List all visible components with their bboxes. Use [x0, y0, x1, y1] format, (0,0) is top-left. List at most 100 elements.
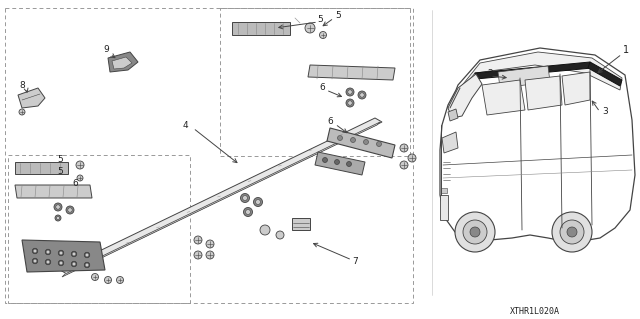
Circle shape — [319, 32, 326, 39]
Circle shape — [364, 139, 369, 145]
Polygon shape — [327, 128, 395, 158]
Circle shape — [92, 273, 99, 280]
Circle shape — [206, 251, 214, 259]
Circle shape — [84, 262, 90, 268]
Polygon shape — [448, 109, 458, 121]
Text: 5: 5 — [57, 155, 63, 165]
Circle shape — [455, 212, 495, 252]
Circle shape — [243, 196, 248, 200]
Circle shape — [60, 251, 63, 255]
Circle shape — [241, 194, 250, 203]
Polygon shape — [442, 132, 458, 153]
Circle shape — [346, 161, 351, 167]
Circle shape — [68, 208, 72, 212]
Polygon shape — [588, 62, 622, 86]
Circle shape — [45, 249, 51, 255]
Text: 5: 5 — [317, 16, 323, 25]
Circle shape — [33, 249, 36, 253]
Polygon shape — [448, 74, 482, 118]
Circle shape — [60, 262, 63, 264]
Polygon shape — [60, 118, 382, 274]
Circle shape — [104, 277, 111, 284]
Circle shape — [56, 205, 60, 209]
Circle shape — [346, 99, 354, 107]
Polygon shape — [232, 22, 290, 35]
Circle shape — [408, 154, 416, 162]
Polygon shape — [498, 66, 550, 88]
Circle shape — [66, 206, 74, 214]
Circle shape — [276, 231, 284, 239]
Circle shape — [56, 216, 60, 220]
Circle shape — [77, 175, 83, 181]
Text: 7: 7 — [352, 257, 358, 266]
Circle shape — [71, 261, 77, 267]
Circle shape — [45, 259, 51, 265]
Circle shape — [400, 144, 408, 152]
Circle shape — [54, 203, 62, 211]
Circle shape — [376, 142, 381, 146]
Text: 8: 8 — [19, 80, 25, 90]
Circle shape — [72, 253, 76, 256]
Bar — [440, 195, 448, 220]
Text: 6: 6 — [72, 179, 78, 188]
Circle shape — [335, 160, 339, 165]
Circle shape — [84, 252, 90, 258]
Polygon shape — [15, 162, 68, 174]
Circle shape — [32, 248, 38, 254]
Bar — [5, 8, 413, 303]
Circle shape — [351, 137, 355, 143]
Polygon shape — [315, 152, 365, 175]
Polygon shape — [15, 185, 92, 198]
Polygon shape — [22, 240, 105, 272]
Circle shape — [260, 225, 270, 235]
Circle shape — [348, 90, 352, 94]
Bar — [441, 188, 447, 193]
Circle shape — [47, 261, 49, 263]
Circle shape — [567, 227, 577, 237]
Text: 1: 1 — [623, 45, 629, 55]
Polygon shape — [18, 88, 45, 108]
Circle shape — [47, 250, 49, 254]
Text: 5: 5 — [57, 167, 63, 176]
Bar — [220, 8, 410, 156]
Circle shape — [255, 199, 260, 204]
Circle shape — [470, 227, 480, 237]
Circle shape — [253, 197, 262, 206]
Circle shape — [55, 215, 61, 221]
Text: 9: 9 — [103, 46, 109, 55]
Circle shape — [33, 259, 36, 263]
Polygon shape — [308, 65, 395, 80]
Polygon shape — [562, 72, 590, 105]
Circle shape — [206, 240, 214, 248]
Circle shape — [58, 260, 64, 266]
Circle shape — [194, 236, 202, 244]
Circle shape — [116, 277, 124, 284]
Circle shape — [346, 88, 354, 96]
Circle shape — [58, 250, 64, 256]
Circle shape — [348, 101, 352, 105]
Circle shape — [72, 263, 76, 265]
Circle shape — [358, 91, 366, 99]
Circle shape — [552, 212, 592, 252]
Circle shape — [71, 251, 77, 257]
Circle shape — [305, 23, 315, 33]
Text: 6: 6 — [319, 84, 325, 93]
Text: 4: 4 — [182, 121, 188, 130]
Circle shape — [32, 258, 38, 264]
Polygon shape — [112, 57, 132, 69]
Text: 2: 2 — [487, 69, 493, 78]
Circle shape — [194, 251, 202, 259]
Polygon shape — [108, 52, 138, 72]
Text: 6: 6 — [327, 117, 333, 127]
Circle shape — [360, 93, 364, 97]
Polygon shape — [482, 80, 525, 115]
Polygon shape — [458, 52, 622, 95]
Circle shape — [323, 158, 328, 162]
Text: 5: 5 — [335, 11, 341, 20]
Polygon shape — [62, 122, 380, 277]
Circle shape — [560, 220, 584, 244]
Circle shape — [337, 136, 342, 140]
Circle shape — [243, 207, 253, 217]
Polygon shape — [525, 76, 562, 110]
Text: XTHR1L020A: XTHR1L020A — [510, 308, 560, 316]
